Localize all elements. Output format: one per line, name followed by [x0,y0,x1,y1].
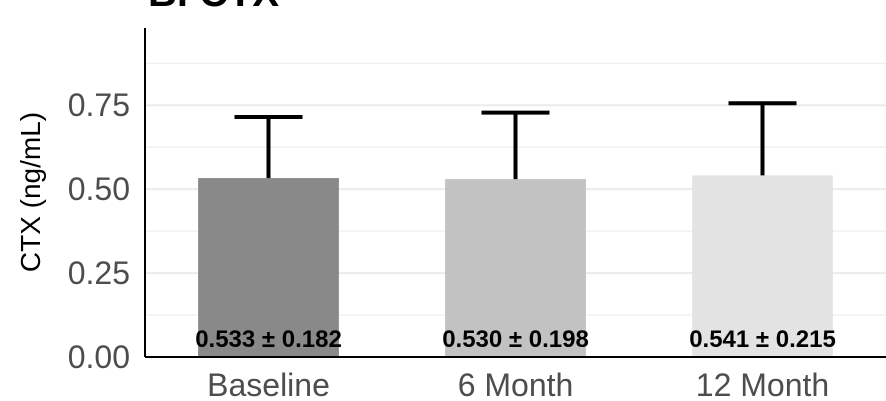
y-tick-label: 0.50 [68,171,130,207]
bar-value-label: 0.541 ± 0.215 [689,326,836,353]
error-bars [234,101,797,180]
x-tick-label: Baseline [207,367,330,401]
y-tick-label: 0.00 [68,339,130,375]
bars [198,175,833,357]
bar-value-labels: 0.533 ± 0.182 0.530 ± 0.198 0.541 ± 0.215 [195,326,836,353]
y-tick-labels: 0.00 0.25 0.50 0.75 [68,87,130,375]
bar-value-label: 0.530 ± 0.198 [442,326,589,353]
x-tick-labels: Baseline 6 Month 12 Month [207,367,829,401]
y-axis-title: CTX (ng/mL) [15,112,46,272]
bar-value-label: 0.533 ± 0.182 [195,326,342,353]
axes [144,28,886,358]
y-tick-label: 0.25 [68,255,130,291]
panel-title: B. CTX [148,0,279,15]
bar [198,178,339,357]
bar [445,179,586,357]
bar [692,175,833,357]
x-tick-label: 6 Month [458,367,574,401]
x-tick-label: 12 Month [696,367,829,401]
y-tick-label: 0.75 [68,87,130,123]
